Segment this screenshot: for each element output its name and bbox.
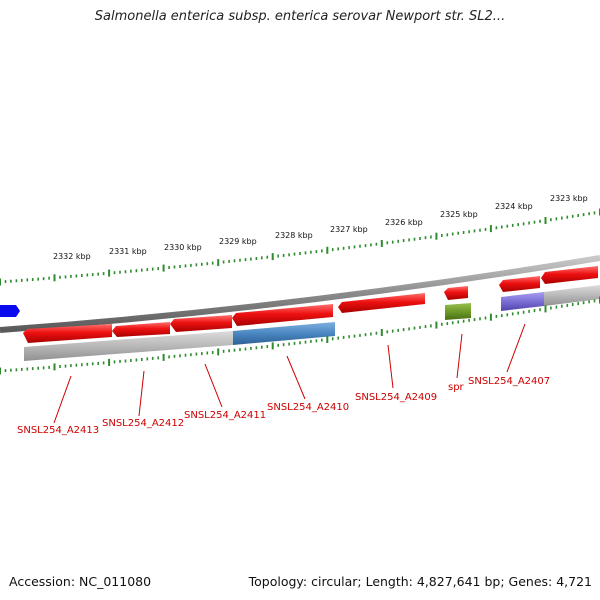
scale-label-2326: 2326 kbp [385, 218, 423, 227]
cds-bar-violet[interactable] [501, 292, 544, 311]
scale-label-2329: 2329 kbp [219, 237, 257, 246]
strand-arrow-blue [0, 305, 20, 317]
scale-labels: 2332 kbp 2331 kbp 2330 kbp 2329 kbp 2328… [53, 194, 588, 261]
gene-arrow-a2411[interactable] [170, 315, 232, 332]
leader-a2407 [506, 323, 526, 373]
label-leader-lines [53, 323, 526, 424]
leader-spr [456, 333, 463, 379]
scale-label-2331: 2331 kbp [109, 247, 147, 256]
gene-arrow-a2406[interactable] [541, 266, 598, 284]
gene-features-forward [23, 266, 598, 343]
cds-bar-gray[interactable] [24, 331, 233, 361]
scale-label-2330: 2330 kbp [164, 243, 202, 252]
map-title: Salmonella enterica subsp. enterica sero… [94, 9, 506, 24]
leader-a2411 [204, 363, 223, 408]
accession-label: Accession: NC_011080 [9, 574, 152, 589]
cds-bar-blue[interactable] [233, 322, 335, 345]
leader-a2412 [138, 370, 145, 417]
gene-label-a2410[interactable]: SNSL254_A2410 [267, 402, 349, 413]
gene-arrow-a2413[interactable] [23, 324, 112, 343]
scale-label-2324: 2324 kbp [495, 202, 533, 211]
gene-label-a2412[interactable]: SNSL254_A2412 [102, 418, 184, 429]
gene-label-a2407[interactable]: SNSL254_A2407 [468, 376, 550, 387]
cds-bar-spr[interactable] [445, 303, 471, 320]
leader-a2413 [53, 375, 72, 424]
scale-label-2323: 2323 kbp [550, 194, 588, 203]
scale-label-2328: 2328 kbp [275, 231, 313, 240]
genome-summary: Topology: circular; Length: 4,827,641 bp… [248, 574, 592, 589]
leader-a2410 [286, 355, 306, 400]
gene-label-a2413[interactable]: SNSL254_A2413 [17, 425, 99, 436]
genome-backbone [0, 255, 600, 333]
gene-label-spr[interactable]: spr [448, 382, 465, 393]
gene-label-a2409[interactable]: SNSL254_A2409 [355, 392, 437, 403]
lower-tick-track [0, 296, 600, 375]
scale-label-2325: 2325 kbp [440, 210, 478, 219]
upper-tick-track [0, 208, 600, 286]
gene-label-a2411[interactable]: SNSL254_A2411 [184, 410, 266, 421]
gene-arrow-a2410[interactable] [232, 304, 333, 326]
gene-arrow-spr[interactable] [444, 286, 468, 300]
cds-bar-gray-right[interactable] [544, 285, 600, 306]
cds-features [24, 285, 600, 361]
scale-label-2332: 2332 kbp [53, 252, 91, 261]
leader-a2409 [387, 344, 394, 389]
gene-labels: SNSL254_A2413 SNSL254_A2412 SNSL254_A241… [17, 376, 550, 436]
gene-arrow-a2409[interactable] [338, 293, 425, 313]
gene-arrow-a2407[interactable] [499, 276, 540, 292]
gene-arrow-a2412[interactable] [112, 322, 170, 337]
scale-label-2327: 2327 kbp [330, 225, 368, 234]
